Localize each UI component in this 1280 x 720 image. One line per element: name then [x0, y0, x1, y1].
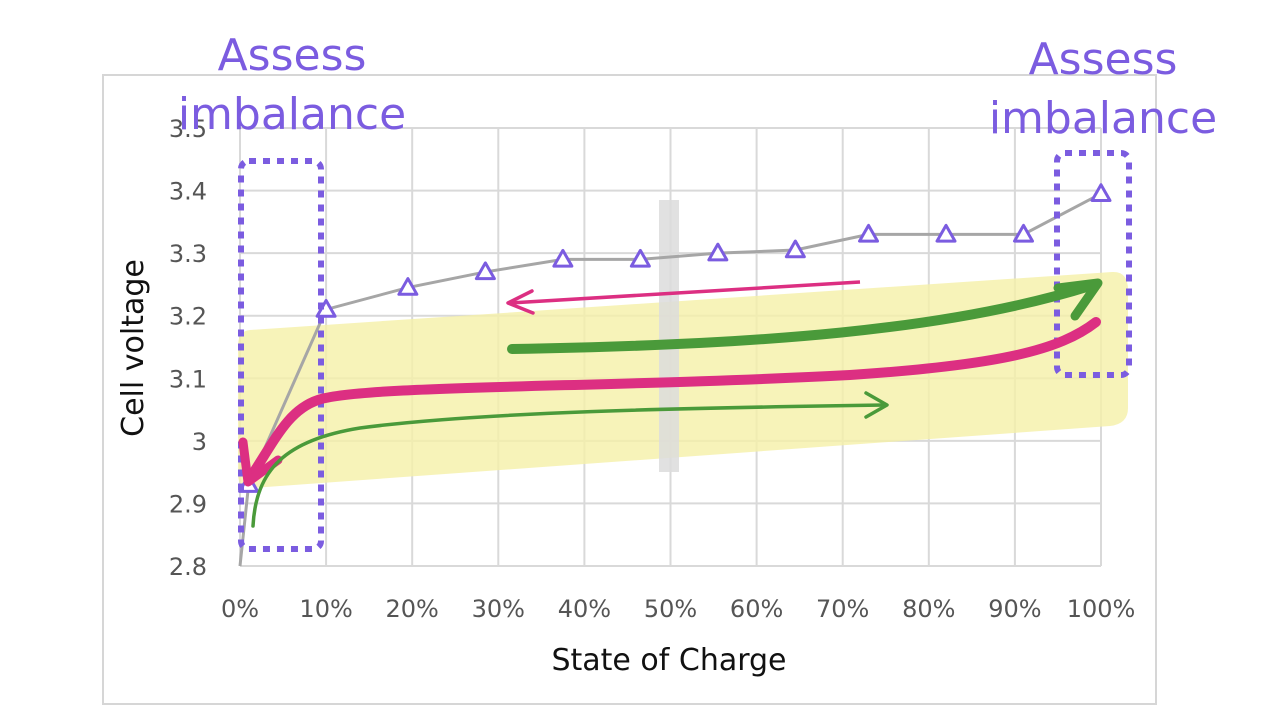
y-tick-label: 2.9: [169, 490, 207, 518]
discharge-arrow-thin: [509, 280, 861, 305]
x-tick-label: 40%: [558, 595, 611, 623]
right-callout-line1: Assess: [1029, 34, 1178, 85]
right-imbalance-box: [1054, 150, 1132, 378]
x-tick-label: 0%: [221, 595, 259, 623]
y-tick-label: 3.4: [169, 178, 207, 206]
data-point: [629, 248, 651, 268]
x-tick-label: 80%: [902, 595, 955, 623]
charge-arrow-thin-head: [864, 391, 889, 419]
left-callout-line1: Assess: [218, 30, 367, 81]
x-tick-label: 90%: [988, 595, 1041, 623]
right-callout-line2: imbalance: [989, 93, 1217, 144]
y-tick-label: 2.8: [169, 553, 207, 581]
arrows: [238, 278, 1103, 528]
charge-arrow-thin: [251, 403, 887, 528]
left-callout-line2: imbalance: [178, 89, 406, 140]
y-tick-label: 3.5: [169, 115, 207, 143]
x-tick-label: 100%: [1067, 595, 1136, 623]
y-tick-label: 3.2: [169, 303, 207, 331]
data-point: [858, 223, 880, 243]
data-point: [784, 239, 806, 259]
y-tick-label: 3.1: [169, 365, 207, 393]
x-axis-title: State of Charge: [551, 643, 786, 678]
x-tick-label: 50%: [644, 595, 697, 623]
y-tick-labels: 2.8 2.9 3 3.1 3.2 3.3 3.4 3.5: [169, 115, 207, 581]
discharge-arrow-thick-head: [238, 437, 283, 487]
data-point: [935, 223, 957, 243]
y-axis-title: Cell voltage: [116, 259, 151, 437]
midline-marker: [659, 200, 679, 472]
data-point: [474, 261, 496, 281]
charge-arrow-thick-head: [1053, 278, 1103, 321]
data-point: [552, 248, 574, 268]
y-tick-label: 3.3: [169, 240, 207, 268]
discharge-arrow-thick: [245, 317, 1101, 483]
x-tick-labels: 0% 10% 20% 30% 40% 50% 60% 70% 80% 90% 100%: [221, 595, 1135, 623]
charge-arrow-thick: [507, 281, 1095, 354]
left-imbalance-box: [238, 158, 324, 552]
data-point: [397, 277, 419, 296]
y-tick-label: 3: [192, 428, 207, 456]
x-tick-label: 10%: [299, 595, 352, 623]
data-point: [1090, 183, 1112, 202]
data-point: [1013, 223, 1035, 243]
data-point: [707, 242, 729, 262]
x-tick-label: 70%: [816, 595, 869, 623]
x-tick-label: 30%: [472, 595, 525, 623]
x-tick-label: 60%: [730, 595, 783, 623]
discharge-arrow-thin-head: [506, 289, 535, 315]
x-tick-label: 20%: [386, 595, 439, 623]
